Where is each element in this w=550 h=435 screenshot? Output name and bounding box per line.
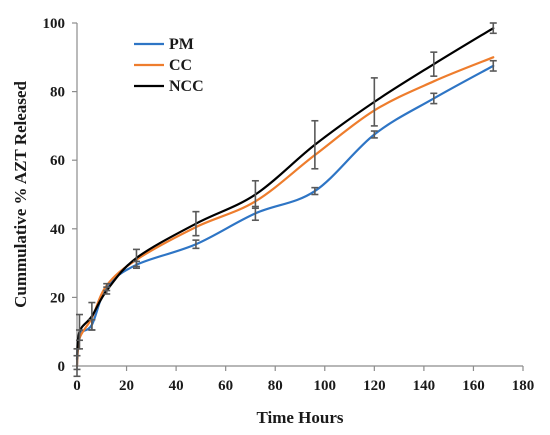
error-bar-pm [489,59,497,72]
y-tick-label: 80 [50,85,65,101]
error-bar-ncc [430,51,438,77]
error-bar-ncc [192,210,200,237]
error-bar-ncc [75,313,83,350]
y-axis-ticks: 0 20 40 60 80 100 [43,16,77,375]
x-axis-ticks: 0 20 40 60 80 100 120 140 160 180 [73,366,534,394]
axes [76,23,523,367]
error-bar-ncc [132,248,140,268]
error-bar-pm [430,92,438,105]
y-axis-title: Cummulative % AZT Released [11,81,30,308]
series-group [75,27,495,368]
y-tick-label: 60 [50,153,65,169]
x-tick-label: 100 [314,378,337,394]
x-tick-label: 60 [218,378,233,394]
error-bar-pm [311,186,319,196]
x-tick-label: 140 [413,378,436,394]
error-bar-pm [192,239,200,250]
error-bar-ncc [251,179,259,210]
series-line-pm [75,64,495,368]
y-tick-label: 0 [58,359,66,375]
x-tick-label: 80 [268,378,283,394]
series-line-cc [75,56,495,368]
y-tick-label: 100 [43,16,66,32]
x-axis-title: Time Hours [256,408,343,427]
error-bar-ncc [88,301,96,331]
y-tick-label: 40 [50,222,65,238]
x-tick-label: 160 [462,378,485,394]
x-tick-label: 40 [169,378,184,394]
error-bar-ncc [489,22,497,35]
x-tick-label: 120 [363,378,386,394]
error-bar-ncc [103,286,111,295]
x-tick-label: 20 [119,378,134,394]
y-tick-label: 20 [50,290,65,306]
error-bar-pm [370,130,378,139]
error-bar-ncc [311,119,319,170]
error-bar-ncc [370,77,378,127]
legend-label-cc: CC [169,57,192,74]
legend-label-pm: PM [169,36,194,53]
x-tick-label: 0 [73,378,81,394]
error-bars [73,22,497,378]
legend-label-ncc: NCC [169,78,204,95]
legend: PM CC NCC [134,36,204,95]
x-tick-label: 180 [512,378,535,394]
series-line-ncc [75,27,495,361]
